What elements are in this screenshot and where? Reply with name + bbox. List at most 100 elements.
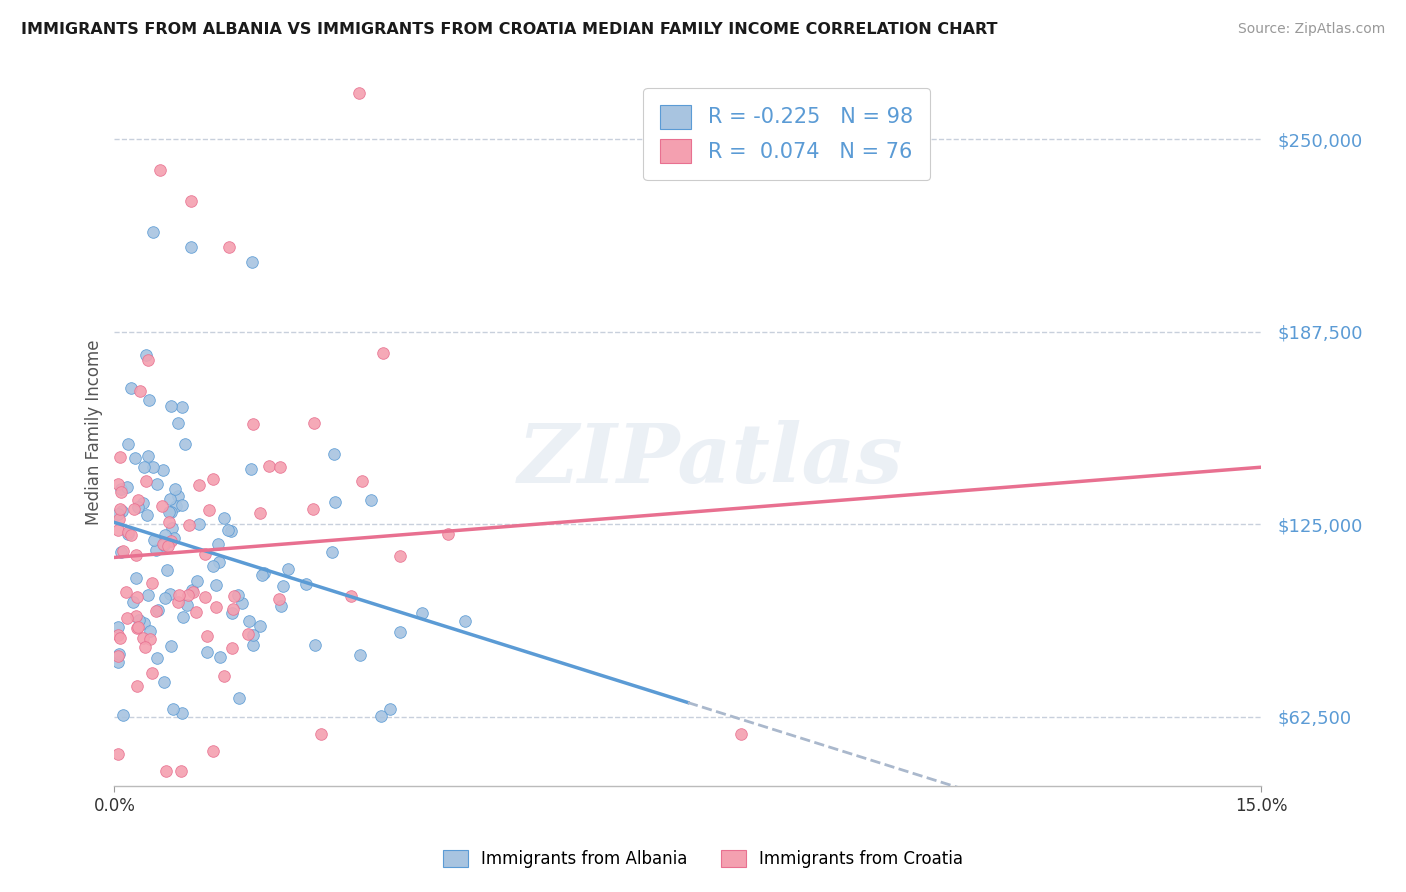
Point (110, 544, 132, 558)
Point (112, 708, 135, 723)
Text: IMMIGRANTS FROM ALBANIA VS IMMIGRANTS FROM CROATIA MEDIAN FAMILY INCOME CORRELAT: IMMIGRANTS FROM ALBANIA VS IMMIGRANTS FR… (21, 22, 998, 37)
Point (242, 638, 264, 652)
Point (111, 504, 134, 518)
Point (257, 458, 280, 473)
Point (125, 590, 148, 604)
Point (135, 348, 157, 362)
Point (108, 512, 131, 526)
Point (107, 655, 129, 669)
Point (240, 462, 263, 476)
Point (149, 162, 172, 177)
Point (122, 502, 145, 516)
Point (165, 482, 187, 496)
Point (236, 626, 259, 640)
Point (131, 631, 153, 645)
Point (167, 489, 190, 503)
Point (323, 447, 346, 461)
Point (117, 436, 139, 450)
Point (240, 255, 263, 269)
Point (129, 384, 152, 398)
Point (141, 665, 163, 680)
Point (146, 651, 169, 665)
Legend: Immigrants from Albania, Immigrants from Croatia: Immigrants from Albania, Immigrants from… (436, 843, 970, 875)
Point (302, 501, 325, 516)
Point (152, 538, 174, 552)
Point (172, 400, 194, 414)
Point (267, 591, 290, 606)
Point (172, 609, 194, 624)
Point (157, 505, 180, 519)
Point (276, 562, 298, 576)
Point (177, 588, 200, 602)
Point (108, 631, 131, 645)
Point (127, 620, 149, 634)
Point (110, 482, 132, 496)
Point (134, 460, 156, 475)
Point (207, 537, 229, 551)
Point (389, 549, 412, 563)
Point (208, 650, 231, 665)
Point (184, 605, 207, 619)
Point (125, 621, 148, 635)
Point (205, 578, 228, 592)
Point (117, 480, 139, 494)
Point (172, 498, 194, 512)
Point (249, 506, 271, 520)
Point (201, 559, 224, 574)
Point (127, 500, 149, 515)
Point (128, 613, 150, 627)
Point (170, 764, 193, 778)
Point (269, 460, 291, 475)
Point (219, 524, 242, 538)
Point (176, 599, 198, 613)
Point (152, 537, 174, 551)
Point (181, 583, 204, 598)
Point (138, 632, 160, 646)
Point (125, 679, 148, 693)
Point (124, 450, 146, 465)
Point (153, 591, 176, 605)
Point (172, 706, 194, 721)
Point (142, 459, 165, 474)
Point (202, 472, 225, 486)
Point (107, 507, 129, 521)
Point (186, 574, 208, 588)
Point (107, 523, 129, 537)
Point (370, 709, 392, 723)
Point (273, 579, 295, 593)
Point (138, 353, 160, 368)
Point (221, 607, 243, 621)
Point (360, 492, 382, 507)
Point (371, 345, 394, 359)
Point (388, 624, 411, 639)
Point (162, 702, 184, 716)
Point (125, 549, 148, 563)
Point (242, 417, 264, 432)
Point (138, 392, 160, 407)
Point (152, 462, 174, 476)
Point (108, 501, 131, 516)
Point (136, 450, 159, 464)
Point (222, 590, 245, 604)
Point (136, 508, 159, 522)
Point (180, 194, 202, 208)
Legend: R = -0.225   N = 98, R =  0.074   N = 76: R = -0.225 N = 98, R = 0.074 N = 76 (644, 87, 929, 179)
Point (156, 563, 179, 577)
Point (208, 555, 231, 569)
Point (110, 485, 132, 500)
Text: ZIPatlas: ZIPatlas (517, 420, 904, 500)
Point (159, 587, 181, 601)
Point (180, 240, 202, 254)
Point (142, 225, 165, 239)
Point (160, 399, 183, 413)
Point (159, 491, 181, 506)
Point (252, 567, 274, 582)
Point (270, 599, 292, 614)
Point (198, 503, 221, 517)
Point (323, 495, 346, 509)
Point (228, 588, 250, 602)
Point (238, 614, 260, 628)
Point (321, 545, 343, 559)
Point (136, 588, 159, 602)
Point (107, 620, 129, 634)
